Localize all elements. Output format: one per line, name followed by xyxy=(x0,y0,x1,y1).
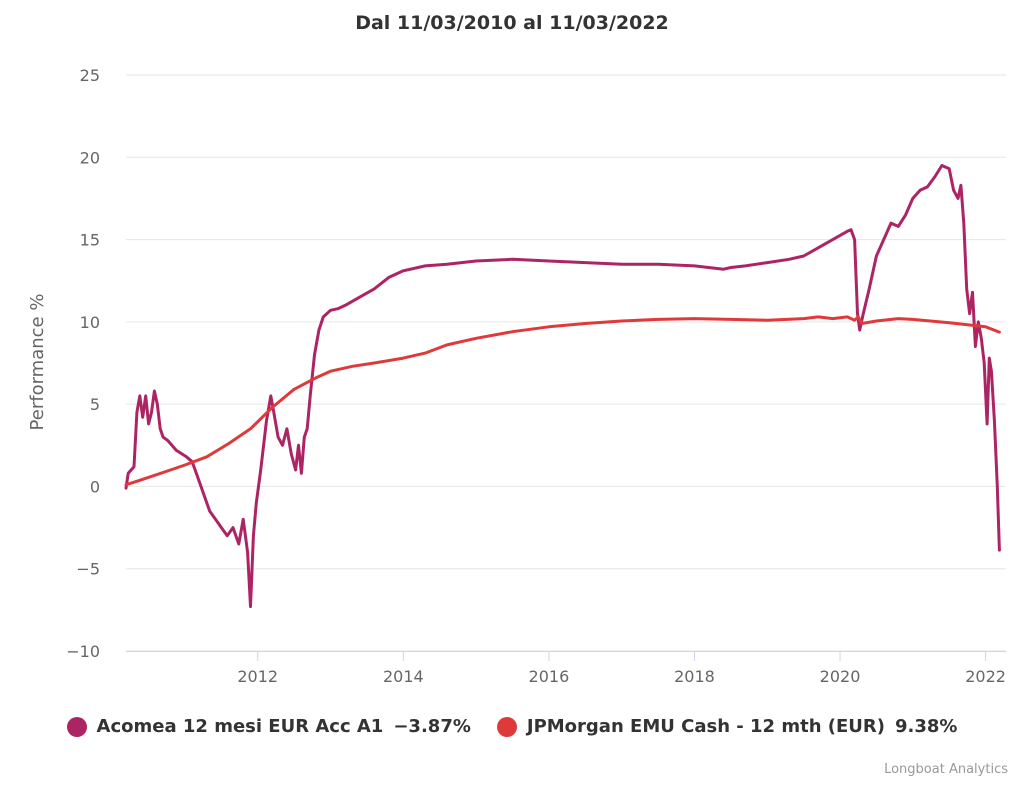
legend-marker-acomea-icon xyxy=(66,716,87,737)
y-tick-label: 0 xyxy=(90,477,100,496)
y-tick-label: −5 xyxy=(76,560,100,579)
legend-label-jpmorgan: JPMorgan EMU Cash - 12 mth (EUR) xyxy=(526,716,885,737)
legend-marker-jpmorgan-icon xyxy=(496,716,517,737)
x-tick-label: 2022 xyxy=(965,667,1006,686)
y-tick-label: −10 xyxy=(66,642,100,661)
credits-link[interactable]: Longboat Analytics xyxy=(884,762,1008,777)
x-tick-label: 2018 xyxy=(674,667,715,686)
chart-plot-area: 25 20 15 10 5 0 −5 −10 2012 2014 2016 2018 2020 2022… xyxy=(27,66,1006,686)
legend: Acomea 12 mesi EUR Acc A1 −3.87% JPMorga… xyxy=(0,716,1024,737)
y-tick-label: 25 xyxy=(80,66,100,85)
legend-label-acomea: Acomea 12 mesi EUR Acc A1 xyxy=(96,716,384,737)
legend-item-acomea[interactable]: Acomea 12 mesi EUR Acc A1 −3.87% xyxy=(66,716,471,737)
series-line-acomea[interactable] xyxy=(124,164,1001,609)
x-tick-label: 2012 xyxy=(237,667,278,686)
y-tick-label: 15 xyxy=(80,231,100,250)
y-tick-label: 20 xyxy=(80,148,100,167)
chart-title: Dal 11/03/2010 al 11/03/2022 xyxy=(355,12,669,34)
legend-value-jpmorgan: 9.38% xyxy=(895,716,958,737)
x-tick-label: 2014 xyxy=(383,667,424,686)
y-axis-label: Performance % xyxy=(27,294,48,431)
y-axis-ticks: 25 20 15 10 5 0 −5 −10 xyxy=(66,66,100,661)
series-line-jpmorgan[interactable] xyxy=(124,315,1001,487)
grid-lines xyxy=(126,74,1006,652)
x-tick-label: 2016 xyxy=(529,667,570,686)
x-axis-ticks: 2012 2014 2016 2018 2020 2022 xyxy=(237,651,1006,686)
y-tick-label: 10 xyxy=(80,313,100,332)
series-lines xyxy=(124,164,1001,609)
y-tick-label: 5 xyxy=(90,395,100,414)
legend-value-acomea: −3.87% xyxy=(393,716,471,737)
x-tick-label: 2020 xyxy=(820,667,861,686)
legend-item-jpmorgan[interactable]: JPMorgan EMU Cash - 12 mth (EUR) 9.38% xyxy=(496,716,958,737)
